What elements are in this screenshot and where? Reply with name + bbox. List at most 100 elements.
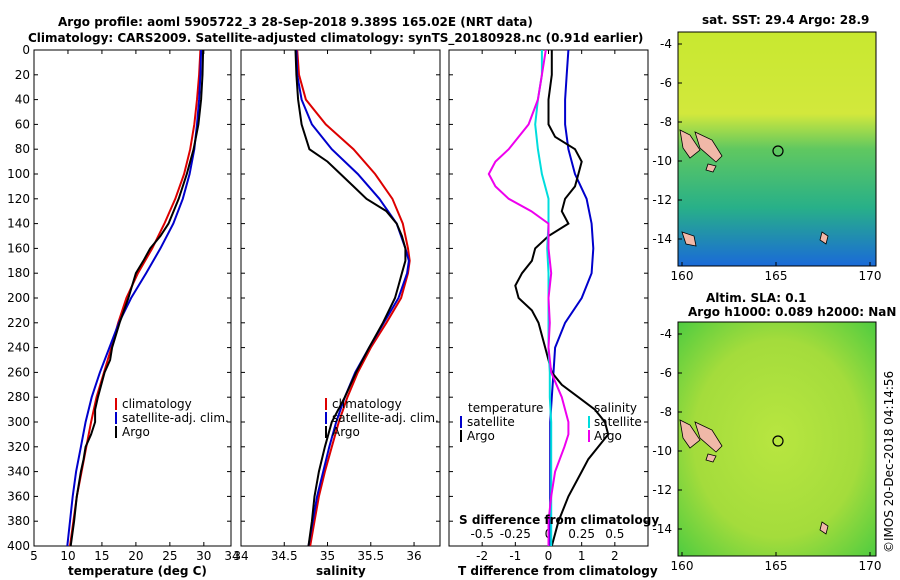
temperature-axes — [33, 49, 232, 547]
sst-map — [677, 31, 877, 267]
x-tick-label: 34.5 — [271, 549, 298, 563]
legend-label: temperature — [468, 401, 543, 415]
sst-argo-location-marker — [772, 145, 784, 157]
legend-label: Argo — [122, 425, 150, 439]
legend-label: Argo — [332, 425, 360, 439]
y-tick-label: 400 — [7, 539, 30, 553]
y-tick-label: 100 — [7, 167, 30, 181]
x-tick-label: 10 — [60, 549, 75, 563]
y-tick-label: 300 — [7, 415, 30, 429]
series-line-satellite-adj-clim- — [295, 49, 410, 547]
difference-xlabel: T difference from climatology — [458, 564, 658, 578]
legend-label: climatology — [332, 397, 402, 411]
map-lat-label: -12 — [652, 483, 672, 497]
map-lon-label: 160 — [671, 559, 694, 573]
map-lat-label: -6 — [660, 76, 672, 90]
x-tick-label: 34 — [233, 549, 248, 563]
x-tick-label: 34 — [224, 549, 239, 563]
title-line-2: Climatology: CARS2009. Satellite-adjuste… — [28, 31, 643, 46]
y-tick-label: 140 — [7, 217, 30, 231]
sst-islands — [679, 129, 829, 247]
y-tick-label: 280 — [7, 390, 30, 404]
sla-map-title-1: Altim. SLA: 0.1 — [706, 291, 807, 305]
x-tick-label: 0 — [545, 549, 553, 563]
map-ticks: -4 -6 -8 -10 -12 -14 160 165 170 -4 -6 -8 -10 -12 -14 1… — [652, 37, 881, 573]
series-line-climatology — [296, 49, 411, 547]
legend-label: satellite — [594, 415, 642, 429]
map-lat-label: -10 — [652, 444, 672, 458]
x-tick-label: 35.5 — [357, 549, 384, 563]
map-lat-label: -14 — [652, 522, 672, 536]
y-tick-label: 40 — [15, 93, 30, 107]
map-lon-label: 160 — [671, 269, 694, 283]
series-line-t-satellite — [549, 49, 595, 546]
s-tick-label: 0.5 — [605, 527, 624, 541]
x-tick-label: 2 — [611, 549, 619, 563]
series-line-t-argo — [514, 50, 610, 547]
x-tick-label: -1 — [509, 549, 521, 563]
sla-map-title-2: Argo h1000: 0.089 h2000: NaN — [688, 305, 896, 319]
map-lat-label: -10 — [652, 154, 672, 168]
y-tick-label: 240 — [7, 341, 30, 355]
map-lat-label: -6 — [660, 366, 672, 380]
y-tick-label: 180 — [7, 266, 30, 280]
x-tick-label: 25 — [162, 549, 177, 563]
s-tick-label: 0.25 — [568, 527, 595, 541]
y-tick-label: 260 — [7, 365, 30, 379]
y-tick-label: 80 — [15, 142, 30, 156]
temperature-xlabel: temperature (deg C) — [68, 564, 207, 578]
y-tick-label: 120 — [7, 192, 30, 206]
legend-label: satellite-adj. clim. — [122, 411, 229, 425]
series-line-argo — [294, 49, 407, 547]
x-tick-label: -2 — [476, 549, 488, 563]
salinity-xlabel: salinity — [316, 564, 366, 578]
y-tick-label: 220 — [7, 316, 30, 330]
map-lon-label: 165 — [765, 269, 788, 283]
legend-label: salinity — [594, 401, 637, 415]
series-line-argo — [69, 49, 205, 547]
y-tick-label: 20 — [15, 68, 30, 82]
s-tick-label: -0.5 — [470, 527, 493, 541]
legend-label: satellite-adj. clim. — [332, 411, 439, 425]
imos-stamp: ©IMOS 20-Dec-2018 04:14:56 — [882, 371, 896, 553]
map-lat-label: -4 — [660, 327, 672, 341]
y-tick-label: 340 — [7, 465, 30, 479]
x-tick-label: 36 — [406, 549, 421, 563]
map-lat-label: -8 — [660, 405, 672, 419]
legend-label: satellite — [467, 415, 515, 429]
y-tick-label: 380 — [7, 514, 30, 528]
plot-layer: 0204060801001201401601802002202402602803… — [7, 43, 648, 563]
x-tick-label: 15 — [94, 549, 109, 563]
x-tick-label: 5 — [30, 549, 38, 563]
map-lon-label: 165 — [765, 559, 788, 573]
series-line-satellite-adj-clim- — [66, 49, 203, 547]
y-tick-label: 60 — [15, 117, 30, 131]
map-lon-label: 170 — [859, 559, 882, 573]
legend-label: Argo — [594, 429, 622, 443]
legend-label: climatology — [122, 397, 192, 411]
sst-map-title: sat. SST: 29.4 Argo: 28.9 — [702, 13, 869, 27]
series-line-s-argo — [487, 49, 570, 546]
x-tick-label: 35 — [320, 549, 335, 563]
y-tick-label: 160 — [7, 241, 30, 255]
map-lon-label: 170 — [859, 269, 882, 283]
map-lat-label: -14 — [652, 232, 672, 246]
map-lat-label: -8 — [660, 115, 672, 129]
sla-islands — [679, 419, 829, 535]
s-difference-label: S difference from climatology — [459, 513, 659, 527]
y-tick-label: 360 — [7, 489, 30, 503]
x-tick-label: 30 — [196, 549, 211, 563]
map-lat-label: -4 — [660, 37, 672, 51]
sla-argo-location-marker — [772, 435, 784, 447]
s-tick-label: -0.25 — [500, 527, 531, 541]
y-tick-label: 200 — [7, 291, 30, 305]
salinity-axes — [240, 49, 441, 547]
x-tick-label: 20 — [128, 549, 143, 563]
y-tick-label: 320 — [7, 440, 30, 454]
title-line-1: Argo profile: aoml 5905722_3 28-Sep-2018… — [58, 15, 533, 30]
legend-label: Argo — [467, 429, 495, 443]
series-line-climatology — [69, 49, 202, 547]
y-tick-label: 0 — [22, 43, 30, 57]
x-tick-label: 1 — [578, 549, 586, 563]
